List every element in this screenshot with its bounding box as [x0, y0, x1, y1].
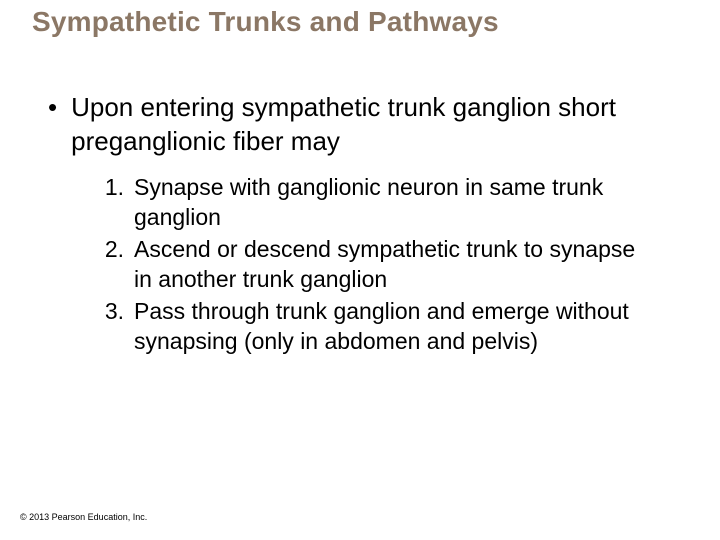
list-item: 1. Synapse with ganglionic neuron in sam… — [94, 172, 680, 232]
list-item: 2. Ascend or descend sympathetic trunk t… — [94, 234, 680, 294]
slide-body: • Upon entering sympathetic trunk gangli… — [48, 90, 680, 358]
list-item-number: 3. — [94, 296, 124, 326]
list-item-number: 1. — [94, 172, 124, 202]
list-item-text: Pass through trunk ganglion and emerge w… — [134, 296, 654, 356]
copyright-text: © 2013 Pearson Education, Inc. — [20, 512, 147, 522]
numbered-list: 1. Synapse with ganglionic neuron in sam… — [94, 172, 680, 356]
list-item-text: Ascend or descend sympathetic trunk to s… — [134, 234, 654, 294]
bullet-item: • Upon entering sympathetic trunk gangli… — [48, 90, 680, 158]
list-item: 3. Pass through trunk ganglion and emerg… — [94, 296, 680, 356]
list-item-number: 2. — [94, 234, 124, 264]
bullet-text: Upon entering sympathetic trunk ganglion… — [71, 90, 680, 158]
list-item-text: Synapse with ganglionic neuron in same t… — [134, 172, 654, 232]
bullet-marker: • — [48, 90, 57, 124]
slide: Sympathetic Trunks and Pathways • Upon e… — [0, 0, 720, 540]
slide-title: Sympathetic Trunks and Pathways — [32, 6, 499, 38]
